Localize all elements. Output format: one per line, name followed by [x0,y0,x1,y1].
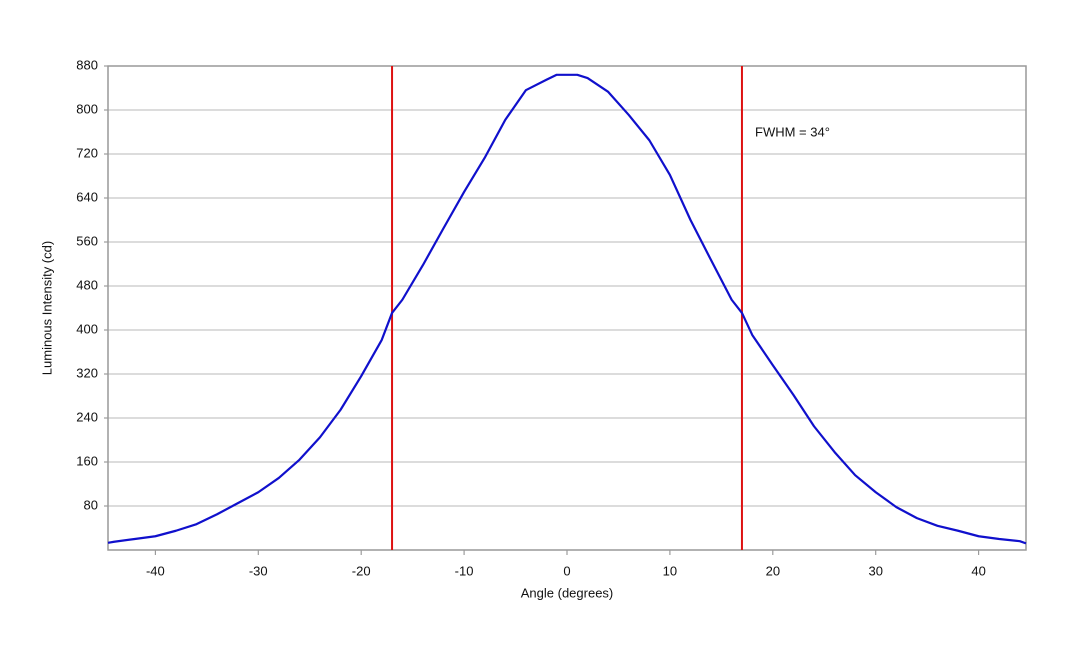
data-line [107,73,1027,545]
y-tick-label: 480 [76,277,98,292]
x-tick-label: -40 [146,563,165,578]
plot-frame [107,65,1027,551]
y-tick-label: 720 [76,145,98,160]
annotation: FWHM = 34° [755,124,830,139]
y-tick-label: 400 [76,321,98,336]
x-tick-label: -30 [249,563,268,578]
x-tick-label: 10 [663,563,677,578]
y-tick-label: 80 [84,497,98,512]
x-tick-label: -20 [352,563,371,578]
y-tick-label: 240 [76,409,98,424]
x-tick-label: -10 [455,563,474,578]
x-tick-label: 0 [563,563,570,578]
x-tick-label: 20 [766,563,780,578]
y-tick-label: 800 [76,101,98,116]
y-tick-label: 640 [76,189,98,204]
y-tick-label: 880 [76,57,98,72]
y-axis-label: Luminous Intensity (cd) [39,241,54,375]
y-tick-label: 160 [76,453,98,468]
y-tick-label: 320 [76,365,98,380]
x-tick-label: 40 [971,563,985,578]
x-axis-label: Angle (degrees) [521,585,614,600]
y-tick-label: 560 [76,233,98,248]
x-tick-label: 30 [869,563,883,578]
